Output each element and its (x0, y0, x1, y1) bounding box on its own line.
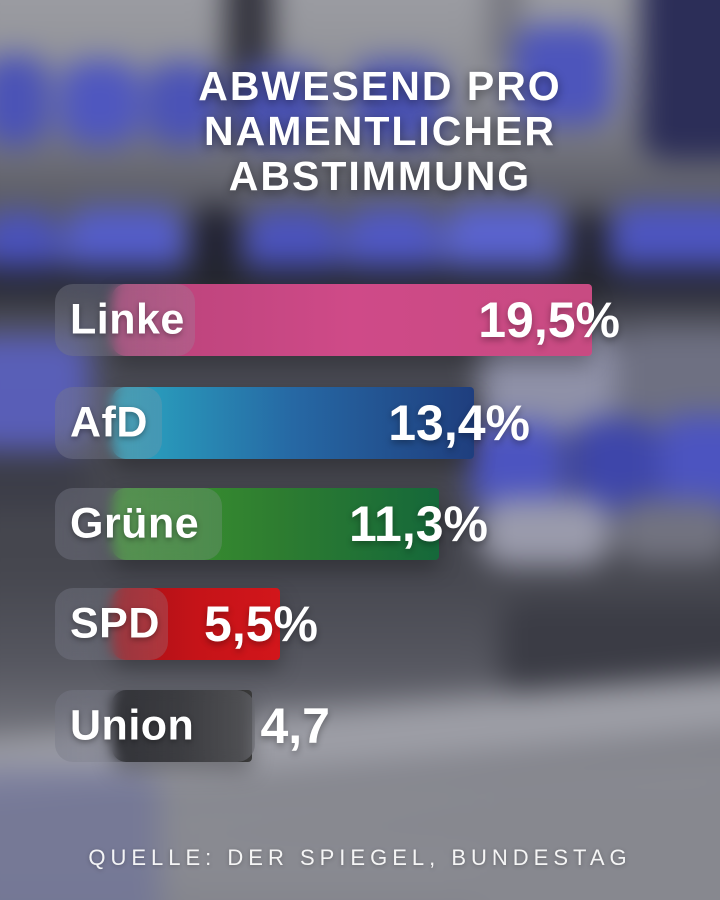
party-label: SPD (70, 599, 160, 648)
bg-shape (658, 415, 720, 515)
label-plate (55, 588, 168, 660)
bar-row: AfD 13,4% (0, 387, 720, 459)
bg-shape (145, 62, 220, 145)
source-credit: QUELLE: DER SPIEGEL, BUNDESTAG (88, 845, 632, 870)
bg-shape (640, 0, 720, 160)
value-label: 4,7 (260, 698, 330, 754)
bar-row: SPD 5,5% (0, 588, 720, 660)
bg-shape (615, 500, 720, 562)
bg-shape (0, 768, 160, 900)
bg-shape (60, 60, 140, 145)
bg-shape (480, 790, 720, 900)
value-label: 19,5% (478, 292, 620, 348)
label-plate (55, 488, 222, 560)
title-line-3: ABSTIMMUNG (228, 153, 532, 199)
bg-shape (350, 60, 445, 145)
label-plate (55, 690, 255, 762)
bg-shape (480, 498, 610, 566)
value-label: 11,3% (348, 496, 488, 552)
chart-title: ABWESEND PRO NAMENTLICHER ABSTIMMUNG (40, 64, 720, 199)
bg-shape (513, 25, 613, 125)
party-label: Union (70, 701, 195, 750)
party-label: AfD (70, 398, 148, 447)
bar (112, 387, 474, 459)
party-label: Linke (70, 295, 185, 344)
value-label: 5,5% (204, 596, 318, 652)
label-plate (55, 387, 162, 459)
bg-shape (0, 55, 50, 145)
bar-row: Linke 19,5% (0, 284, 720, 356)
bar-row: Union 4,7 (0, 690, 720, 762)
bg-shape (235, 65, 325, 145)
title-line-1: ABWESEND PRO (198, 63, 562, 109)
label-plate (55, 284, 195, 356)
bar-row: Grüne 11,3% (0, 488, 720, 560)
bg-shape (572, 418, 657, 513)
party-label: Grüne (70, 499, 200, 548)
title-line-2: NAMENTLICHER (204, 108, 556, 154)
bg-shape (470, 422, 565, 512)
value-label: 13,4% (388, 395, 530, 451)
